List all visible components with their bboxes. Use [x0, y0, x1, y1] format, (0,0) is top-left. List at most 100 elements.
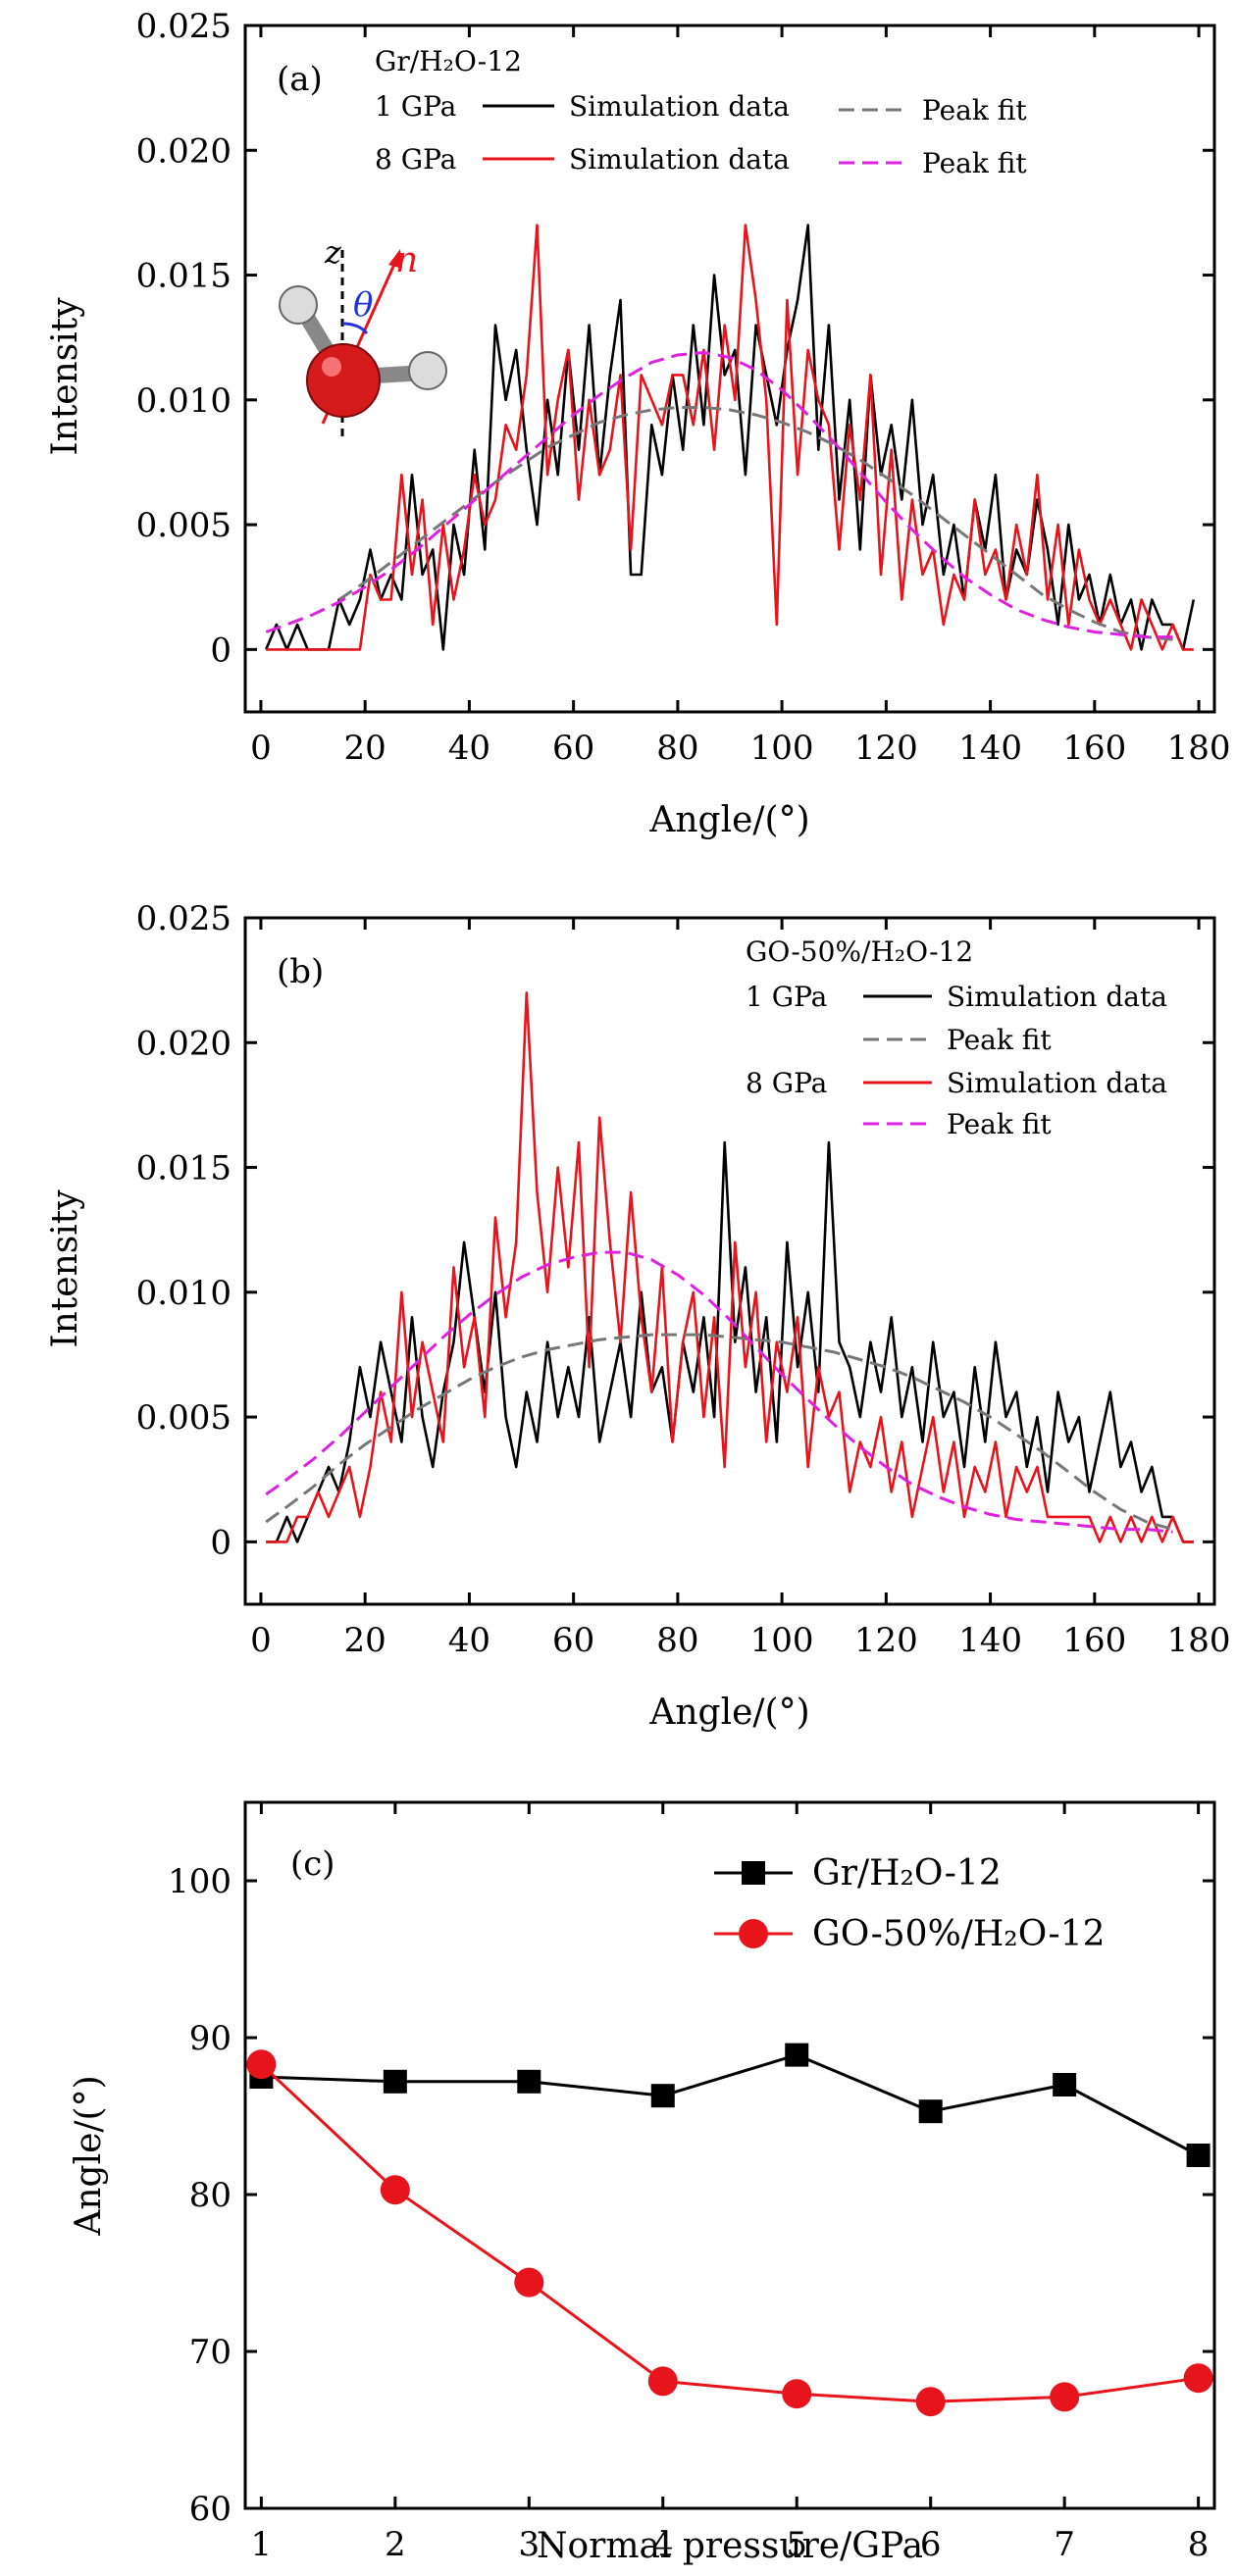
inset-z-label: z [324, 233, 342, 271]
panel-b-ytick-label-4: 0.020 [136, 1024, 232, 1063]
panel-c: 1 2 3 4 5 6 7 8 60 70 80 90 100 (c) Gr/H₂O-12 GO-50%… [69, 1800, 1216, 2566]
panel-c-xtick-label-1: 2 [385, 2525, 406, 2564]
inset-theta-label: θ [353, 285, 373, 325]
panel-c-legend-gr: Gr/H₂O-12 [812, 1853, 1002, 1894]
panel-c-xlabel: Normal pressure/GPa [537, 2526, 923, 2566]
panel-a-ylabel: Intensity [45, 297, 85, 456]
panel-c-xtick-label-0: 1 [251, 2525, 273, 2564]
panel-a-legend-fit-1: Peak fit [922, 94, 1027, 126]
panel-c-frame [243, 1800, 1216, 2510]
panel-b-xtick-label-8: 160 [1062, 1621, 1126, 1660]
panel-b-xtick-label-7: 140 [958, 1621, 1022, 1660]
panel-a-series-2-line [337, 406, 1173, 641]
panel-b-xlabel: Angle/(°) [648, 1692, 809, 1733]
panel-c-legend-go: GO-50%/H₂O-12 [812, 1914, 1106, 1954]
panel-a-ytick-label-0: 0 [210, 631, 232, 670]
panel-a-xtick-label-1: 20 [344, 729, 386, 768]
panel-a-tag: (a) [277, 60, 323, 99]
panel-b-xtick-label-6: 120 [854, 1621, 918, 1660]
panel-b-xtick-label-5: 100 [750, 1621, 814, 1660]
panel-a-xtick-label-5: 100 [750, 729, 814, 768]
panel-b-series-1-line [266, 991, 1194, 1543]
panel-b-xtick-label-0: 0 [250, 1621, 272, 1660]
panel-b-ytick-label-5: 0.025 [136, 899, 232, 938]
water-molecule-inset: z n θ [279, 233, 447, 436]
inset-oxygen-highlight [322, 357, 341, 377]
panel-b-sample-label: GO-50%/H₂O-12 [746, 935, 973, 968]
panel-a-xtick-label-9: 180 [1167, 729, 1231, 768]
panel-a-xtick-label-8: 160 [1062, 729, 1126, 768]
panel-b: 0 20 40 60 80 100 120 140 160 180 0 0.005 0.010 0.015… [45, 899, 1231, 1733]
panel-c-series-0-point-6 [1053, 2073, 1077, 2096]
panel-b-legend-fit-1: Peak fit [947, 1024, 1052, 1056]
panel-c-xtick-label-4: 5 [786, 2525, 807, 2564]
panel-a-series-3-line [265, 351, 1173, 639]
panel-c-ytick-label-0: 60 [189, 2490, 232, 2529]
panel-c-ytick-label-1: 70 [189, 2333, 232, 2372]
panel-a-xtick-label-6: 120 [854, 729, 918, 768]
panel-c-series-0-point-4 [785, 2043, 809, 2067]
panel-a-frame [243, 24, 1216, 714]
panel-c-legend-marker-go [739, 1919, 768, 1948]
panel-b-xtick-label-1: 20 [344, 1621, 386, 1660]
panel-c-tag: (c) [290, 1844, 335, 1884]
panel-a-xtick-label-7: 140 [958, 729, 1022, 768]
panel-a-xlabel: Angle/(°) [648, 800, 809, 840]
panel-a-legend-pressure-1: 1 GPa [375, 90, 456, 123]
panel-c-ytick-label-2: 80 [189, 2176, 232, 2215]
panel-c-xtick-label-2: 3 [518, 2525, 540, 2564]
panel-c-series-1-point-6 [1050, 2382, 1080, 2412]
panel-c-ytick-label-3: 90 [189, 2019, 232, 2058]
panel-a-legend-fit-8: Peak fit [922, 147, 1027, 179]
panel-b-xtick-label-4: 80 [656, 1621, 698, 1660]
panel-b-xtick-label-3: 60 [552, 1621, 594, 1660]
inset-angle-arc [341, 322, 369, 334]
inset-n-arrowhead [388, 249, 402, 269]
panel-c-series-0-point-5 [918, 2099, 943, 2124]
panel-b-frame [243, 916, 1216, 1606]
panel-a-ytick-label-2: 0.010 [136, 381, 232, 421]
panel-c-xtick-label-3: 4 [652, 2525, 674, 2564]
panel-b-legend-sim-8: Simulation data [947, 1067, 1167, 1099]
panel-a-series-1-line [266, 224, 1194, 651]
panel-b-series-0-line [266, 1140, 1194, 1543]
panel-c-series-1-point-4 [782, 2379, 812, 2409]
panel-c-series-1-point-3 [647, 2366, 678, 2397]
panel-b-series-2-line [265, 1333, 1173, 1532]
panel-b-ytick-label-1: 0.005 [136, 1398, 232, 1438]
panel-c-ytick-label-4: 100 [168, 1862, 232, 1901]
panel-b-series-3-line [265, 1250, 1173, 1534]
panel-c-series-0-point-7 [1186, 2144, 1210, 2167]
panel-c-series-1-point-2 [514, 2267, 544, 2298]
panel-c-series-1-line [260, 2063, 1199, 2403]
panel-c-series-0-point-3 [650, 2084, 675, 2108]
panel-a-xtick-label-0: 0 [250, 729, 272, 768]
panel-a-legend-pressure-8: 8 GPa [375, 143, 456, 176]
panel-a-series-0-line [265, 224, 1196, 651]
panel-c-series-0-point-1 [383, 2069, 407, 2094]
panel-b-legend-pressure-1: 1 GPa [746, 981, 827, 1013]
panel-b-legend-pressure-8: 8 GPa [746, 1067, 827, 1099]
panel-c-series-1-point-0 [246, 2049, 277, 2080]
panel-c-series-0-line [261, 2053, 1200, 2157]
panel-c-xtick-label-7: 8 [1188, 2525, 1210, 2564]
inset-hydrogen-atom-1 [279, 285, 318, 325]
panel-a-xtick-label-4: 80 [656, 729, 698, 768]
panel-b-xtick-label-9: 180 [1167, 1621, 1231, 1660]
panel-a: 0 20 40 60 80 100 120 140 160 180 0 0.005 0.010 0.015… [45, 7, 1231, 840]
panel-a-ytick-label-5: 0.025 [136, 7, 232, 46]
panel-a-ytick-label-3: 0.015 [136, 257, 232, 296]
panel-b-xtick-label-2: 40 [448, 1621, 490, 1660]
panel-c-legend-marker-gr [742, 1861, 765, 1885]
panel-a-xtick-label-3: 60 [552, 729, 594, 768]
panel-c-xtick-label-6: 7 [1054, 2525, 1075, 2564]
panel-a-xtick-label-2: 40 [448, 729, 490, 768]
panel-b-ytick-label-2: 0.010 [136, 1274, 232, 1313]
panel-a-ytick-label-1: 0.005 [136, 506, 232, 545]
panel-b-tag: (b) [277, 952, 324, 991]
panel-a-sample-label: Gr/H₂O-12 [375, 45, 522, 77]
inset-hydrogen-atom-2 [408, 351, 447, 390]
panel-c-series-1-point-1 [380, 2175, 410, 2205]
panel-a-legend-sim-8: Simulation data [569, 143, 790, 176]
